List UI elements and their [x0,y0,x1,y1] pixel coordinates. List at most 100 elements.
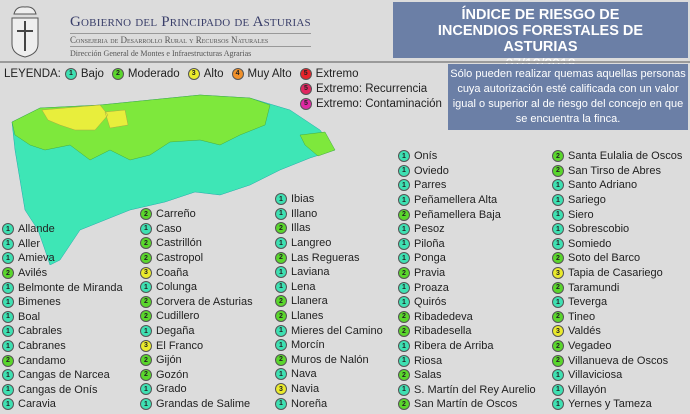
municipality-name: Allande [18,223,55,236]
municipality-name: Mieres del Camino [291,324,383,337]
legend: LEYENDA: 1 Bajo 2 Moderado 3 Alto 4 Muy Alto 5 Ext… [4,66,444,116]
municipality-item: 1 Oviedo [398,164,536,179]
municipality-column-3: 1 Ibias 1 Illano 2 Illas 1 Langreo 2 Las Regueras… [275,192,383,411]
risk-level-badge: 1 [275,339,287,352]
risk-level-badge: 5 [300,82,312,95]
gov-title: Gobierno del Principado de Asturias [70,14,311,30]
municipality-name: Colunga [156,281,197,294]
risk-level-badge: 2 [140,237,152,250]
risk-level-badge: 2 [140,208,152,221]
municipality-item: 2 Santa Eulalia de Oscos [552,149,682,164]
risk-level-badge: 3 [552,325,564,338]
municipality-item: 1 Riosa [398,353,536,368]
municipality-item: 2 Illas [275,221,383,236]
risk-level-badge: 2 [552,252,564,265]
municipality-item: 1 Noreña [275,396,383,411]
risk-level-badge: 1 [275,266,287,279]
risk-level-badge: 1 [2,398,14,411]
risk-level-badge: 1 [2,310,14,323]
municipality-name: Ponga [414,252,446,265]
municipality-name: Santa Eulalia de Oscos [568,150,683,163]
municipality-item: 2 Pravia [398,266,536,281]
municipality-item: 1 Bimenes [2,295,123,310]
legend-item-label: Bajo [80,67,104,80]
legend-item-label: Muy Alto [247,67,292,80]
municipality-name: Boal [18,310,41,323]
risk-level-badge: 2 [140,252,152,265]
risk-level-badge: 1 [2,281,14,294]
municipality-item: 2 Ribadesella [398,324,536,339]
risk-level-badge: 5 [300,97,312,110]
legend-item: 2 Moderado [111,67,180,80]
municipality-name: Villayón [568,383,607,396]
municipality-name: Gozón [156,368,189,381]
risk-level-badge: 1 [552,398,564,411]
municipality-name: Somiedo [568,237,612,250]
risk-level-badge: 2 [275,310,287,323]
municipality-item: 2 Taramundi [552,280,682,295]
risk-level-badge: 2 [552,310,564,323]
municipality-name: Illas [291,222,311,235]
risk-level-badge: 1 [398,237,410,250]
municipality-name: Teverga [568,296,608,309]
municipality-name: Caso [156,222,182,235]
risk-level-badge: 1 [2,237,14,250]
municipality-name: Riosa [414,354,443,367]
municipality-name: Valdés [568,325,601,338]
municipality-item: 2 Tineo [552,310,682,325]
municipality-name: Piloña [414,237,445,250]
municipality-name: Santo Adriano [568,179,638,192]
municipality-item: 1 Langreo [275,236,383,251]
risk-level-badge: 1 [398,223,410,236]
risk-level-badge: 2 [275,251,287,264]
municipality-name: Coaña [156,266,189,279]
municipality-name: Muros de Nalón [291,353,369,366]
municipality-name: Castrillón [156,237,202,250]
municipality-name: Pesoz [414,223,445,236]
risk-level-badge: 1 [2,325,14,338]
municipality-name: Salas [414,369,442,382]
municipality-item: 1 Degaña [140,324,253,339]
municipality-name: Villanueva de Oscos [568,354,669,367]
page-title: ÍNDICE DE RIESGO DE INCENDIOS FORESTALES… [437,7,644,55]
municipality-name: Avilés [18,267,48,280]
legend-item: 4 Muy Alto [231,67,292,80]
map-zone-high [41,104,129,131]
municipality-name: Noreña [291,397,328,410]
risk-level-badge: 1 [275,368,287,381]
municipality-item: 1 Proaza [398,280,536,295]
risk-level-badge: 1 [552,369,564,382]
municipality-name: Vegadeo [568,340,612,353]
risk-level-badge: 2 [398,310,410,323]
municipality-name: Quirós [414,296,447,309]
municipality-name: San Tirso de Abres [568,164,661,177]
municipality-item: 1 Allande [2,222,123,237]
risk-level-badge: 1 [398,179,410,192]
risk-level-badge: 2 [552,164,564,177]
risk-level-badge: 1 [398,164,410,177]
municipality-item: 2 Llanera [275,294,383,309]
municipality-name: Siero [568,208,594,221]
risk-level-badge: 2 [111,67,124,80]
risk-level-badge: 1 [2,383,14,396]
municipality-item: 2 Vegadeo [552,339,682,354]
municipality-item: 1 Pesoz [398,222,536,237]
municipality-item: 2 Ribadedeva [398,310,536,325]
risk-level-badge: 1 [140,325,152,338]
risk-level-badge: 1 [552,194,564,207]
risk-level-badge: 1 [552,208,564,221]
risk-level-badge: 2 [552,281,564,294]
risk-level-badge: 1 [140,281,152,294]
risk-level-badge: 1 [552,179,564,192]
risk-level-badge: 1 [275,237,287,250]
municipality-name: Illano [291,207,318,220]
legend-item-label: Alto [203,67,224,80]
municipality-item: 1 Caravia [2,397,123,412]
risk-level-badge: 1 [552,296,564,309]
municipality-name: Onís [414,150,438,163]
risk-level-badge: 1 [398,252,410,265]
risk-level-badge: 1 [552,223,564,236]
risk-level-badge: 2 [552,150,564,163]
legend-item-label: Moderado [127,67,180,80]
risk-level-badge: 1 [140,222,152,235]
